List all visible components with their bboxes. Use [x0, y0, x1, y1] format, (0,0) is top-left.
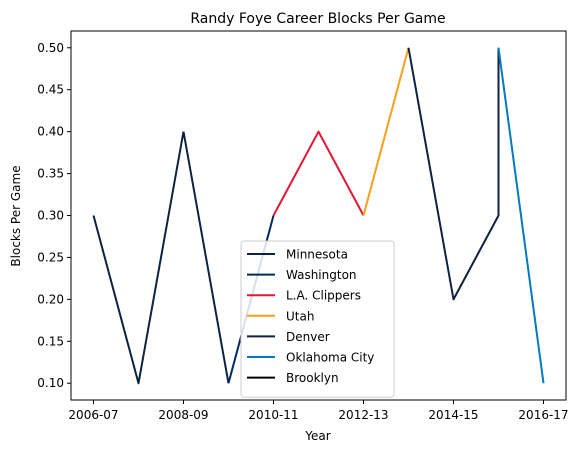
legend-label: Utah [286, 309, 314, 323]
legend-label: Minnesota [286, 248, 348, 262]
y-tick-label: 0.10 [37, 376, 64, 390]
series-line-oklahoma-city [497, 47, 545, 384]
legend-label: L.A. Clippers [286, 289, 361, 303]
y-tick-label: 0.15 [37, 334, 64, 348]
legend: Minnesota Washington L.A. Clippers Utah Denv… [240, 240, 395, 398]
legend-label: Oklahoma City [286, 351, 374, 365]
y-tick-label: 0.50 [37, 41, 64, 55]
plot-layer [92, 47, 545, 385]
y-tick-label: 0.40 [37, 125, 64, 139]
y-tick-label: 0.45 [37, 83, 64, 97]
series-line-denver [407, 47, 500, 301]
y-tick-label: 0.20 [37, 292, 64, 306]
y-tick-label: 0.25 [37, 250, 64, 264]
x-tick-label: 2012-13 [338, 408, 388, 422]
series-line-l-a-clippers [272, 130, 365, 216]
x-tick-label: 2016-17 [518, 408, 568, 422]
legend-box [240, 240, 395, 398]
y-axis-label: Blocks Per Game [9, 165, 23, 266]
x-tick-label: 2014-15 [428, 408, 478, 422]
series-line-minnesota [92, 131, 185, 385]
y-tick-label: 0.30 [37, 209, 64, 223]
axes-layer: 0.10 0.15 0.20 0.25 0.30 0.35 0.40 0.45 0.50 2006… [37, 30, 569, 422]
series-connector-0 [182, 131, 230, 384]
legend-label: Denver [286, 330, 330, 344]
x-tick-label: 2010-11 [248, 408, 298, 422]
legend-label: Washington [286, 268, 357, 282]
series-line-utah [362, 47, 410, 216]
legend-label: Brooklyn [286, 371, 339, 385]
chart-title: Randy Foye Career Blocks Per Game [190, 11, 445, 27]
x-tick-label: 2006-07 [68, 408, 118, 422]
x-axis-label: Year [304, 429, 330, 443]
x-tick-label: 2008-09 [158, 408, 208, 422]
y-tick-label: 0.35 [37, 167, 64, 181]
